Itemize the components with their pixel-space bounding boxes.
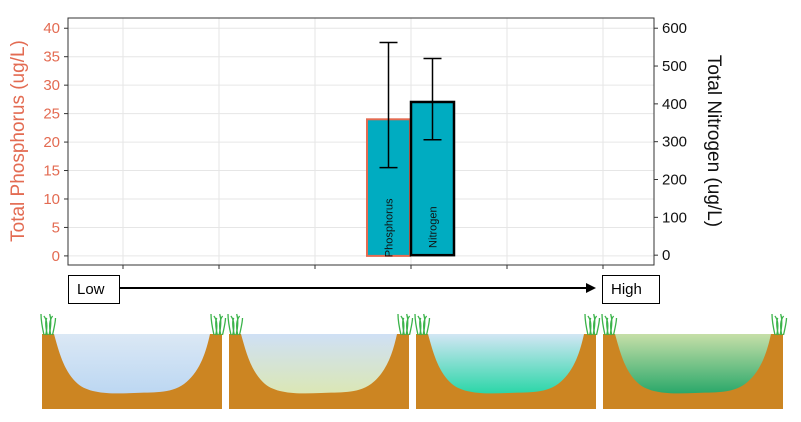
left-axis: 0 5 10 15 20 25 30 35 40 xyxy=(43,20,68,265)
lake-water xyxy=(241,334,397,394)
lake-water xyxy=(54,334,210,394)
grid-lines xyxy=(68,18,654,269)
grass-icon xyxy=(227,313,244,336)
left-tick-label: 25 xyxy=(43,106,60,123)
left-tick-label: 35 xyxy=(43,49,60,66)
grass-icon xyxy=(397,313,414,336)
left-tick-label: 20 xyxy=(43,134,60,151)
grass-icon xyxy=(414,313,431,336)
grass-icon xyxy=(40,313,57,336)
lake-illustrations xyxy=(40,313,788,409)
right-tick-label: 400 xyxy=(662,96,687,113)
low-label-box: Low xyxy=(68,275,120,304)
left-tick-label: 40 xyxy=(43,20,60,37)
right-tick-label: 200 xyxy=(662,172,687,189)
bar-label-phosphorus: Phosphorus xyxy=(384,198,396,257)
lake-hypereutrophic xyxy=(601,313,788,409)
right-tick-label: 500 xyxy=(662,58,687,75)
left-axis-label: Total Phosphorus (ug/L) xyxy=(8,40,29,242)
lake-eutrophic xyxy=(414,313,601,409)
left-tick-label: 30 xyxy=(43,77,60,94)
grass-icon xyxy=(771,313,788,336)
right-axis-label: Total Nitrogen (ug/L) xyxy=(703,55,724,227)
lake-water xyxy=(428,334,584,394)
left-tick-label: 10 xyxy=(43,191,60,208)
right-tick-label: 0 xyxy=(662,247,670,264)
left-tick-label: 15 xyxy=(43,163,60,180)
grass-icon xyxy=(601,313,618,336)
right-tick-label: 300 xyxy=(662,134,687,151)
grass-icon xyxy=(584,313,601,336)
high-label: High xyxy=(611,281,642,298)
lake-mesotrophic xyxy=(227,313,414,409)
grass-icon xyxy=(210,313,227,336)
right-tick-label: 600 xyxy=(662,20,687,37)
low-label: Low xyxy=(77,281,105,298)
lake-water xyxy=(615,334,771,394)
left-tick-label: 5 xyxy=(52,219,60,236)
right-axis: 0 100 200 300 400 500 600 xyxy=(654,20,687,264)
high-label-box: High xyxy=(602,275,660,304)
plot-panel-border xyxy=(67,17,655,266)
lake-oligotrophic xyxy=(40,313,227,409)
left-tick-label: 0 xyxy=(52,248,60,265)
bars: Phosphorus Nitrogen xyxy=(366,41,456,257)
bar-label-nitrogen: Nitrogen xyxy=(428,206,440,248)
gradient-arrow-head xyxy=(586,283,596,293)
right-tick-label: 100 xyxy=(662,209,687,226)
